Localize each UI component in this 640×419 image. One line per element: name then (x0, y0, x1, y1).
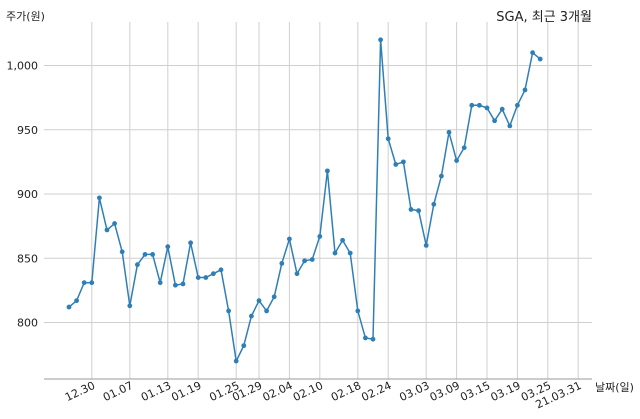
x-tick-label: 02.10 (291, 379, 325, 404)
y-tick-labels: 800 850 900 950 1,000 (7, 60, 39, 330)
data-point (256, 298, 262, 304)
x-tick-label: 02.04 (261, 379, 295, 404)
x-tick-label: 01.07 (101, 379, 135, 404)
data-point (127, 303, 133, 309)
data-point (142, 251, 148, 257)
y-tick-label: 1,000 (7, 60, 39, 73)
data-point (211, 271, 216, 277)
data-point (119, 249, 125, 255)
y-tick-label: 950 (17, 124, 38, 137)
series-line (68, 39, 541, 364)
chart-title: SGA, 최근 3개월 (496, 10, 592, 25)
data-point (309, 257, 315, 262)
y-axis-label: 주가(원) (6, 10, 45, 23)
data-point (416, 208, 421, 214)
data-point (165, 244, 171, 250)
data-point (81, 280, 87, 286)
data-point (89, 280, 95, 286)
data-point (74, 298, 79, 304)
data-point (461, 145, 467, 151)
data-point (173, 282, 178, 288)
data-point (469, 102, 475, 108)
data-point (492, 118, 497, 124)
data-point (332, 250, 338, 256)
data-point (484, 105, 490, 111)
y-tick-label: 800 (17, 317, 38, 330)
data-point (180, 281, 186, 287)
x-axis-label: 날짜(일) (595, 380, 634, 394)
data-point (423, 243, 429, 248)
y-tick-label: 900 (17, 188, 38, 201)
data-point (355, 308, 361, 314)
x-tick-label: 03.15 (458, 379, 492, 404)
data-point (499, 106, 505, 112)
data-point (515, 102, 520, 108)
data-point (340, 237, 345, 243)
data-point (408, 207, 414, 212)
data-point (294, 271, 300, 277)
data-point (218, 267, 224, 273)
data-point (279, 260, 285, 266)
y-tick-label: 850 (17, 252, 38, 265)
data-point (378, 37, 383, 43)
data-point (363, 335, 368, 341)
data-point (401, 159, 406, 165)
data-point (439, 173, 444, 179)
data-point (226, 308, 232, 314)
x-tick-label: 12.30 (63, 379, 97, 404)
data-point (537, 56, 543, 62)
x-tick-label: 03.09 (428, 379, 462, 404)
data-point (241, 343, 247, 349)
x-tick-label: 02.24 (359, 379, 393, 404)
data-point (370, 336, 376, 342)
data-point (393, 162, 399, 167)
data-point (135, 262, 140, 268)
data-point (203, 275, 209, 280)
data-point (530, 50, 535, 56)
data-point (97, 195, 102, 201)
data-point (157, 280, 163, 286)
x-tick-label: 03.19 (489, 379, 523, 404)
data-point (302, 258, 307, 264)
series-points (66, 37, 543, 364)
data-point (264, 308, 269, 314)
x-tick-label: 01.19 (169, 379, 203, 404)
data-point (431, 201, 437, 207)
data-point (233, 358, 239, 364)
data-point (454, 158, 459, 163)
data-point (477, 102, 482, 108)
x-tick-label: 01.13 (139, 379, 173, 404)
data-point (104, 227, 110, 233)
data-point (287, 236, 292, 242)
data-point (271, 294, 277, 300)
data-point (112, 221, 117, 226)
data-point (317, 234, 323, 239)
x-tick-label: 02.18 (329, 379, 363, 404)
data-point (347, 250, 353, 256)
data-point (385, 136, 391, 142)
data-point (522, 87, 528, 93)
data-point (195, 275, 201, 280)
data-point (249, 313, 254, 319)
data-point (446, 129, 452, 135)
data-point (150, 251, 156, 257)
grid (44, 22, 592, 379)
data-point (325, 168, 330, 174)
x-tick-label: 03.03 (397, 379, 431, 404)
data-point (507, 123, 513, 129)
data-point (66, 304, 72, 310)
data-point (188, 240, 194, 246)
